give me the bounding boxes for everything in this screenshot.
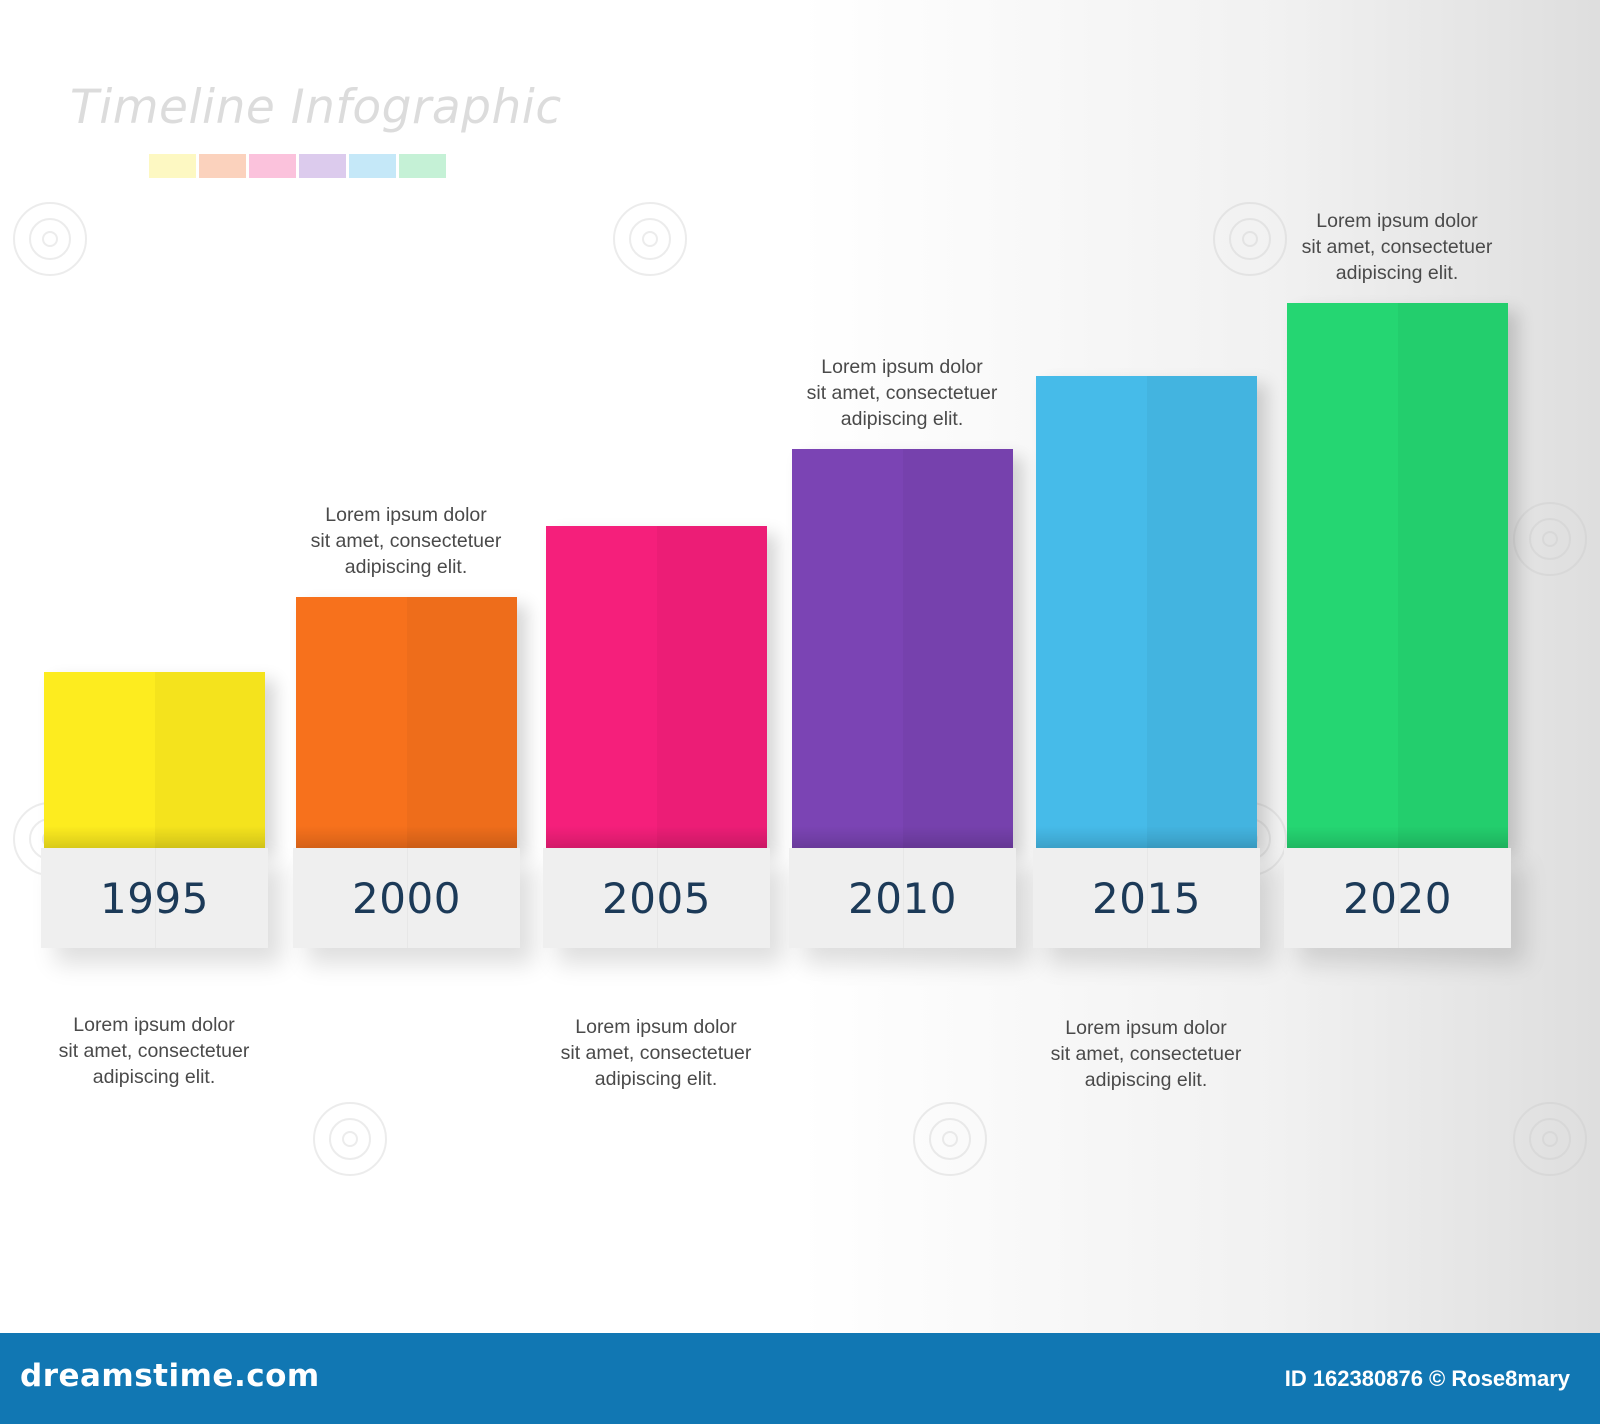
footer-brand: dreamstime.com (20, 1358, 320, 1394)
swatch-2 (199, 154, 246, 178)
caption-line: adipiscing elit. (1084, 1069, 1208, 1091)
year-card-2005: 2005 (543, 848, 770, 948)
watermark-spiral-icon (13, 202, 87, 276)
caption-line: adipiscing elit. (594, 1068, 718, 1090)
caption-line: Lorem ipsum dolor (325, 504, 487, 526)
timeline-bar-2015 (1036, 376, 1257, 848)
caption-line: Lorem ipsum dolor (1065, 1017, 1227, 1039)
watermark-spiral-icon (1213, 202, 1287, 276)
caption-line: Lorem ipsum dolor (73, 1014, 235, 1036)
year-card-2010: 2010 (789, 848, 1016, 948)
timeline-bar-1995 (44, 672, 265, 848)
timeline-bar-2000 (296, 597, 517, 848)
caption-line: adipiscing elit. (92, 1066, 216, 1088)
watermark-spiral-icon (913, 1102, 987, 1176)
swatch-1 (149, 154, 196, 178)
watermark-footer: dreamstime.com ID 162380876 © Rose8mary (0, 1333, 1600, 1424)
timeline-bar-2020 (1287, 303, 1508, 848)
caption-line: Lorem ipsum dolor (1316, 210, 1478, 232)
watermark-spiral-icon (1513, 502, 1587, 576)
timeline-bar-2010 (792, 449, 1013, 848)
caption-line: adipiscing elit. (344, 556, 468, 578)
swatch-4 (299, 154, 346, 178)
caption-line: sit amet, consectetuer (560, 1042, 752, 1064)
footer-credit: ID 162380876 © Rose8mary (1284, 1366, 1570, 1391)
timeline-caption-2005: Lorem ipsum dolor sit amet, consectetuer a… (536, 1014, 776, 1092)
swatch-6 (399, 154, 446, 178)
timeline-caption-2000: Lorem ipsum dolor sit amet, consectetuer a… (286, 502, 526, 580)
watermark-spiral-icon (613, 202, 687, 276)
caption-line: adipiscing elit. (1335, 262, 1459, 284)
timeline-infographic: Timeline Infographic 1995 Lorem ipsum dol… (13, 80, 1587, 1176)
caption-line: Lorem ipsum dolor (821, 356, 983, 378)
timeline-caption-2020: Lorem ipsum dolor sit amet, consectetuer a… (1277, 208, 1517, 286)
year-card-1995: 1995 (41, 848, 268, 948)
year-label: 1995 (100, 873, 209, 923)
watermark-spiral-icon (1513, 1102, 1587, 1176)
year-label: 2005 (602, 873, 711, 923)
year-label: 2015 (1092, 873, 1201, 923)
swatch-3 (249, 154, 296, 178)
year-card-2015: 2015 (1033, 848, 1260, 948)
timeline-caption-1995: Lorem ipsum dolor sit amet, consectetuer a… (34, 1012, 274, 1090)
swatch-5 (349, 154, 396, 178)
watermark-spiral-icon (313, 1102, 387, 1176)
year-card-2000: 2000 (293, 848, 520, 948)
infographic-title: Timeline Infographic (70, 80, 562, 135)
color-swatch-strip (149, 154, 449, 178)
timeline-caption-2015: Lorem ipsum dolor sit amet, consectetuer a… (1026, 1015, 1266, 1093)
caption-line: sit amet, consectetuer (1050, 1043, 1242, 1065)
year-label: 2020 (1343, 873, 1452, 923)
caption-line: sit amet, consectetuer (58, 1040, 250, 1062)
caption-line: sit amet, consectetuer (310, 530, 502, 552)
caption-line: sit amet, consectetuer (1301, 236, 1493, 258)
timeline-bar-2005 (546, 526, 767, 848)
year-label: 2010 (848, 873, 957, 923)
year-label: 2000 (352, 873, 461, 923)
year-card-2020: 2020 (1284, 848, 1511, 948)
caption-line: adipiscing elit. (840, 408, 964, 430)
caption-line: sit amet, consectetuer (806, 382, 998, 404)
timeline-caption-2010: Lorem ipsum dolor sit amet, consectetuer a… (782, 354, 1022, 432)
caption-line: Lorem ipsum dolor (575, 1016, 737, 1038)
